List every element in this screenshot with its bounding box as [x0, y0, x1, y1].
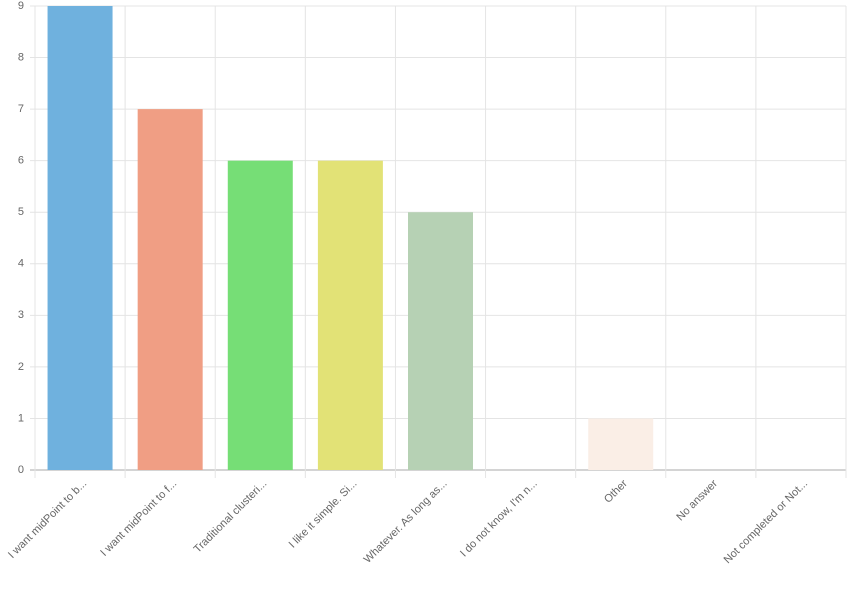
- x-tick-label: I want midPoint to b...: [6, 478, 89, 561]
- y-tick-label: 4: [18, 258, 24, 270]
- y-tick-label: 9: [18, 0, 24, 12]
- x-tick-label: Other: [602, 477, 630, 505]
- bar: [137, 109, 203, 470]
- x-tick-label: I like it simple. Si...: [287, 478, 360, 551]
- y-tick-label: 3: [18, 309, 24, 321]
- y-tick-label: 5: [18, 206, 24, 218]
- x-tick-label: No answer: [674, 477, 720, 523]
- y-tick-label: 2: [18, 361, 24, 373]
- y-tick-label: 0: [18, 464, 24, 476]
- y-tick-label: 8: [18, 51, 24, 63]
- bar: [408, 212, 473, 470]
- y-tick-label: 1: [18, 412, 24, 424]
- x-tick-label: Traditional clusteri...: [192, 478, 270, 556]
- bar: [588, 418, 654, 470]
- bar: [47, 6, 113, 470]
- x-tick-label: I do not know, I'm n...: [458, 478, 540, 560]
- bar: [317, 160, 383, 470]
- x-tick-label: I want midPoint to f...: [98, 478, 179, 559]
- x-tick-label: Not completed or Not...: [722, 478, 810, 566]
- y-tick-label: 6: [18, 155, 24, 167]
- bar: [227, 160, 293, 470]
- x-tick-label: Whatever. As long as...: [362, 478, 450, 566]
- y-tick-label: 7: [18, 103, 24, 115]
